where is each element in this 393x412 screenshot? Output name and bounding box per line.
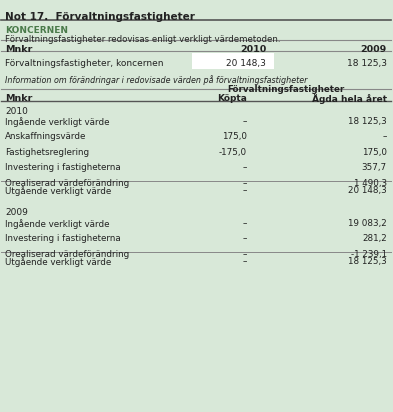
Text: –: – <box>242 186 247 195</box>
Text: 281,2: 281,2 <box>362 234 387 243</box>
Text: Köpta: Köpta <box>217 94 247 103</box>
Text: Mnkr: Mnkr <box>5 45 33 54</box>
Text: –: – <box>242 234 247 243</box>
Text: Information om förändringar i redovisade värden på förvaltningsfastigheter: Information om förändringar i redovisade… <box>5 75 308 85</box>
Text: 2010: 2010 <box>240 45 266 54</box>
Text: Investering i fastigheterna: Investering i fastigheterna <box>5 234 121 243</box>
Text: –: – <box>242 117 247 126</box>
Text: 2010: 2010 <box>5 107 28 116</box>
Text: Not 17.  Förvaltningsfastigheter: Not 17. Förvaltningsfastigheter <box>5 12 195 21</box>
Text: –: – <box>242 258 247 267</box>
Text: 1 490,3: 1 490,3 <box>354 179 387 188</box>
Text: -175,0: -175,0 <box>219 148 247 157</box>
Text: 19 083,2: 19 083,2 <box>348 219 387 228</box>
Text: –: – <box>242 179 247 188</box>
Text: 2009: 2009 <box>361 45 387 54</box>
Text: Ägda hela året: Ägda hela året <box>312 94 387 104</box>
Text: –: – <box>242 250 247 259</box>
Text: 20 148,3: 20 148,3 <box>348 186 387 195</box>
Text: 18 125,3: 18 125,3 <box>348 117 387 126</box>
Text: 18 125,3: 18 125,3 <box>347 59 387 68</box>
Text: Förvaltningsfastigheter, koncernen: Förvaltningsfastigheter, koncernen <box>5 59 164 68</box>
Text: 357,7: 357,7 <box>362 164 387 173</box>
Text: Förvaltningsfastigheter: Förvaltningsfastigheter <box>227 85 344 94</box>
Text: Fastighetsreglering: Fastighetsreglering <box>5 148 90 157</box>
Text: 175,0: 175,0 <box>222 132 247 141</box>
Text: KONCERNEN: KONCERNEN <box>5 26 68 35</box>
Text: Orealiserad värdeförändring: Orealiserad värdeförändring <box>5 250 130 259</box>
Text: -1 239,1: -1 239,1 <box>351 250 387 259</box>
Text: Utgående verkligt värde: Utgående verkligt värde <box>5 258 112 267</box>
Text: –: – <box>242 164 247 173</box>
Text: Anskaffningsvärde: Anskaffningsvärde <box>5 132 87 141</box>
Text: Investering i fastigheterna: Investering i fastigheterna <box>5 164 121 173</box>
Text: Utgående verkligt värde: Utgående verkligt värde <box>5 186 112 196</box>
Text: 18 125,3: 18 125,3 <box>348 258 387 267</box>
Text: Orealiserad värdeförändring: Orealiserad värdeförändring <box>5 179 130 188</box>
Text: Mnkr: Mnkr <box>5 94 33 103</box>
Text: Förvaltningsfastigheter redovisas enligt verkligt värdemetoden.: Förvaltningsfastigheter redovisas enligt… <box>5 35 281 44</box>
FancyBboxPatch shape <box>192 54 274 69</box>
Text: 2009: 2009 <box>5 208 28 217</box>
Text: –: – <box>382 132 387 141</box>
Text: 175,0: 175,0 <box>362 148 387 157</box>
Text: –: – <box>242 219 247 228</box>
Text: 20 148,3: 20 148,3 <box>226 59 266 68</box>
Text: Ingående verkligt värde: Ingående verkligt värde <box>5 117 110 126</box>
Text: Ingående verkligt värde: Ingående verkligt värde <box>5 219 110 229</box>
